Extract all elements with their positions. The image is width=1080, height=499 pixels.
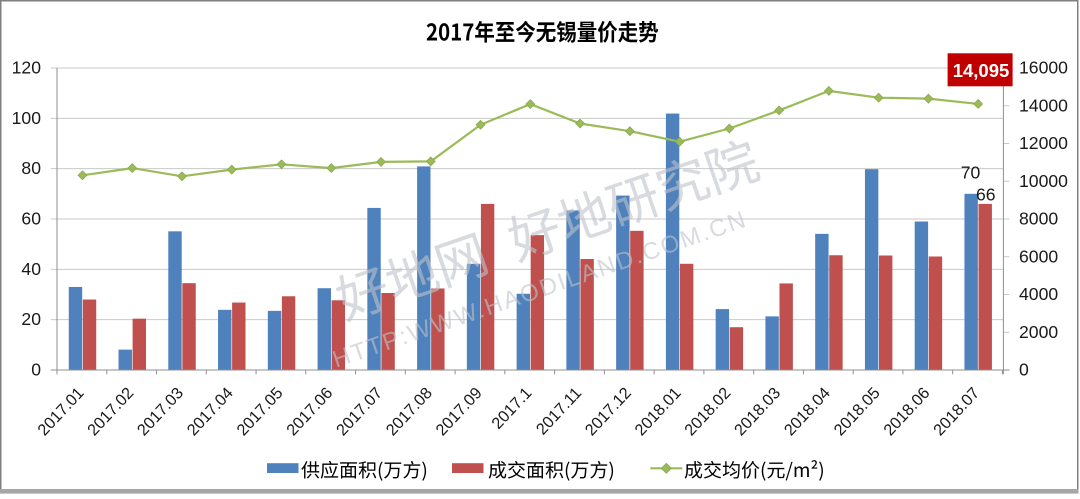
- svg-text:16000: 16000: [1019, 58, 1068, 78]
- svg-text:0: 0: [31, 360, 41, 380]
- svg-text:120: 120: [12, 58, 42, 78]
- svg-text:100: 100: [12, 108, 42, 128]
- svg-text:60: 60: [21, 209, 41, 229]
- svg-text:40: 40: [21, 259, 41, 279]
- svg-text:6000: 6000: [1019, 246, 1058, 266]
- svg-text:8000: 8000: [1019, 209, 1058, 229]
- svg-text:12000: 12000: [1019, 133, 1068, 153]
- svg-text:80: 80: [21, 158, 41, 178]
- svg-text:4000: 4000: [1019, 284, 1058, 304]
- svg-text:0: 0: [1019, 360, 1029, 380]
- svg-text:20: 20: [21, 309, 41, 329]
- svg-text:14000: 14000: [1019, 95, 1068, 115]
- svg-text:14,095: 14,095: [953, 60, 1010, 81]
- svg-text:2000: 2000: [1019, 322, 1058, 342]
- svg-text:10000: 10000: [1019, 171, 1068, 191]
- svg-text:66: 66: [976, 185, 996, 205]
- svg-text:70: 70: [961, 163, 981, 183]
